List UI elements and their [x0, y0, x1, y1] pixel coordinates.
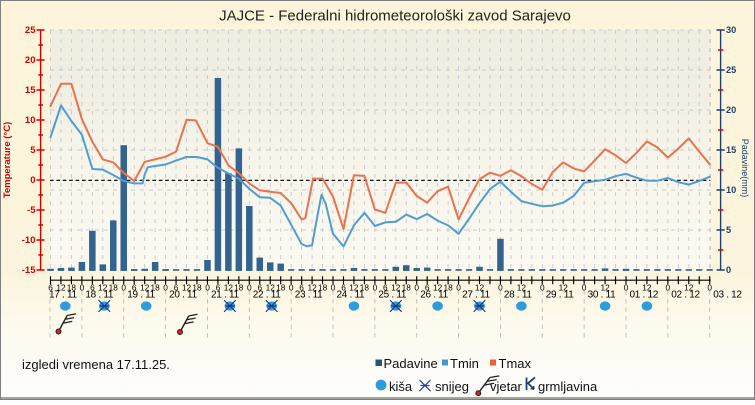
svg-text:24 . 11: 24 . 11 [337, 290, 365, 301]
svg-text:15: 15 [25, 85, 36, 96]
svg-text:18: 18 [67, 282, 77, 292]
svg-text:18: 18 [402, 282, 412, 292]
svg-text:vjetar: vjetar [490, 379, 522, 394]
svg-text:6: 6 [132, 282, 137, 292]
svg-text:20: 20 [25, 55, 36, 66]
svg-text:21 . 11: 21 . 11 [211, 290, 239, 301]
svg-text:Tmax: Tmax [499, 356, 532, 371]
svg-text:12: 12 [517, 282, 527, 292]
svg-text:0: 0 [582, 282, 587, 292]
svg-text:0: 0 [121, 282, 126, 292]
svg-text:Temperature (°C): Temperature (°C) [2, 122, 13, 198]
svg-text:18: 18 [443, 282, 453, 292]
svg-text:-10: -10 [22, 235, 36, 246]
svg-text:0: 0 [30, 175, 35, 186]
svg-text:6: 6 [48, 282, 53, 292]
svg-text:25: 25 [726, 65, 736, 75]
svg-text:02 . 12: 02 . 12 [671, 290, 700, 301]
svg-text:-15: -15 [22, 265, 36, 276]
svg-text:0: 0 [80, 282, 85, 292]
svg-text:12: 12 [433, 282, 443, 292]
svg-text:10: 10 [726, 185, 736, 195]
svg-text:12: 12 [391, 282, 401, 292]
svg-text:28 . 11: 28 . 11 [504, 290, 532, 301]
svg-text:18 . 11: 18 . 11 [85, 290, 113, 301]
svg-text:Padavine: Padavine [384, 356, 438, 371]
svg-text:0: 0 [247, 282, 252, 292]
svg-text:20: 20 [726, 105, 736, 115]
svg-text:6: 6 [341, 282, 346, 292]
svg-text:12: 12 [642, 282, 652, 292]
svg-text:22 . 11: 22 . 11 [253, 290, 281, 301]
svg-text:0: 0 [456, 282, 461, 292]
svg-text:23 . 11: 23 . 11 [295, 290, 323, 301]
svg-text:0: 0 [540, 282, 545, 292]
svg-text:0: 0 [205, 282, 210, 292]
svg-text:JAJCE - Federalni hidrometeoro: JAJCE - Federalni hidrometeorološki zavo… [219, 8, 571, 25]
svg-text:0: 0 [373, 282, 378, 292]
svg-text:12: 12 [140, 282, 150, 292]
svg-text:6: 6 [216, 282, 221, 292]
svg-text:03 . 12: 03 . 12 [713, 290, 742, 301]
svg-text:15: 15 [726, 145, 736, 155]
svg-text:27 . 11: 27 . 11 [462, 290, 490, 301]
svg-text:12: 12 [56, 282, 66, 292]
svg-text:grmljavina: grmljavina [538, 379, 598, 394]
svg-text:18: 18 [276, 282, 286, 292]
svg-text:Tmin: Tmin [450, 356, 479, 371]
svg-text:30: 30 [726, 25, 736, 35]
svg-text:snijeg: snijeg [435, 379, 469, 394]
svg-text:29 . 11: 29 . 11 [546, 290, 574, 301]
svg-text:6: 6 [299, 282, 304, 292]
svg-text:26 . 11: 26 . 11 [420, 290, 448, 301]
svg-text:12: 12 [266, 282, 276, 292]
svg-text:5: 5 [726, 225, 731, 235]
svg-text:12: 12 [475, 282, 485, 292]
svg-text:0: 0 [624, 282, 629, 292]
svg-text:20 . 11: 20 . 11 [169, 290, 197, 301]
svg-text:12: 12 [600, 282, 610, 292]
svg-text:6: 6 [383, 282, 388, 292]
svg-text:kiša: kiša [389, 379, 413, 394]
svg-text:0: 0 [498, 282, 503, 292]
svg-text:0: 0 [707, 282, 712, 292]
svg-text:18: 18 [150, 282, 160, 292]
svg-text:25: 25 [25, 25, 36, 36]
svg-text:-5: -5 [27, 205, 36, 216]
svg-text:0: 0 [289, 282, 294, 292]
svg-text:12: 12 [559, 282, 569, 292]
svg-text:6: 6 [174, 282, 179, 292]
svg-text:12: 12 [182, 282, 192, 292]
svg-text:18: 18 [234, 282, 244, 292]
svg-text:12: 12 [98, 282, 108, 292]
svg-text:01 . 12: 01 . 12 [630, 290, 659, 301]
svg-text:18: 18 [192, 282, 202, 292]
svg-text:12: 12 [224, 282, 234, 292]
svg-text:izgledi vremena 17.11.25.: izgledi vremena 17.11.25. [22, 357, 170, 372]
svg-text:12: 12 [349, 282, 359, 292]
svg-text:10: 10 [25, 115, 36, 126]
svg-text:0: 0 [331, 282, 336, 292]
svg-text:0: 0 [163, 282, 168, 292]
svg-text:30 . 11: 30 . 11 [588, 290, 616, 301]
svg-text:12: 12 [307, 282, 317, 292]
svg-text:18: 18 [109, 282, 119, 292]
svg-text:0: 0 [665, 282, 670, 292]
svg-text:18: 18 [360, 282, 370, 292]
svg-text:0: 0 [414, 282, 419, 292]
svg-text:12: 12 [684, 282, 694, 292]
svg-text:19 . 11: 19 . 11 [127, 290, 155, 301]
svg-text:6: 6 [90, 282, 95, 292]
svg-text:25 . 11: 25 . 11 [378, 290, 406, 301]
svg-text:0: 0 [726, 265, 731, 275]
svg-text:Padavine(mm): Padavine(mm) [740, 139, 750, 198]
svg-text:5: 5 [30, 145, 36, 156]
svg-text:18: 18 [318, 282, 328, 292]
svg-text:6: 6 [257, 282, 262, 292]
svg-text:6: 6 [425, 282, 430, 292]
svg-text:17 . 11: 17 . 11 [49, 290, 77, 301]
